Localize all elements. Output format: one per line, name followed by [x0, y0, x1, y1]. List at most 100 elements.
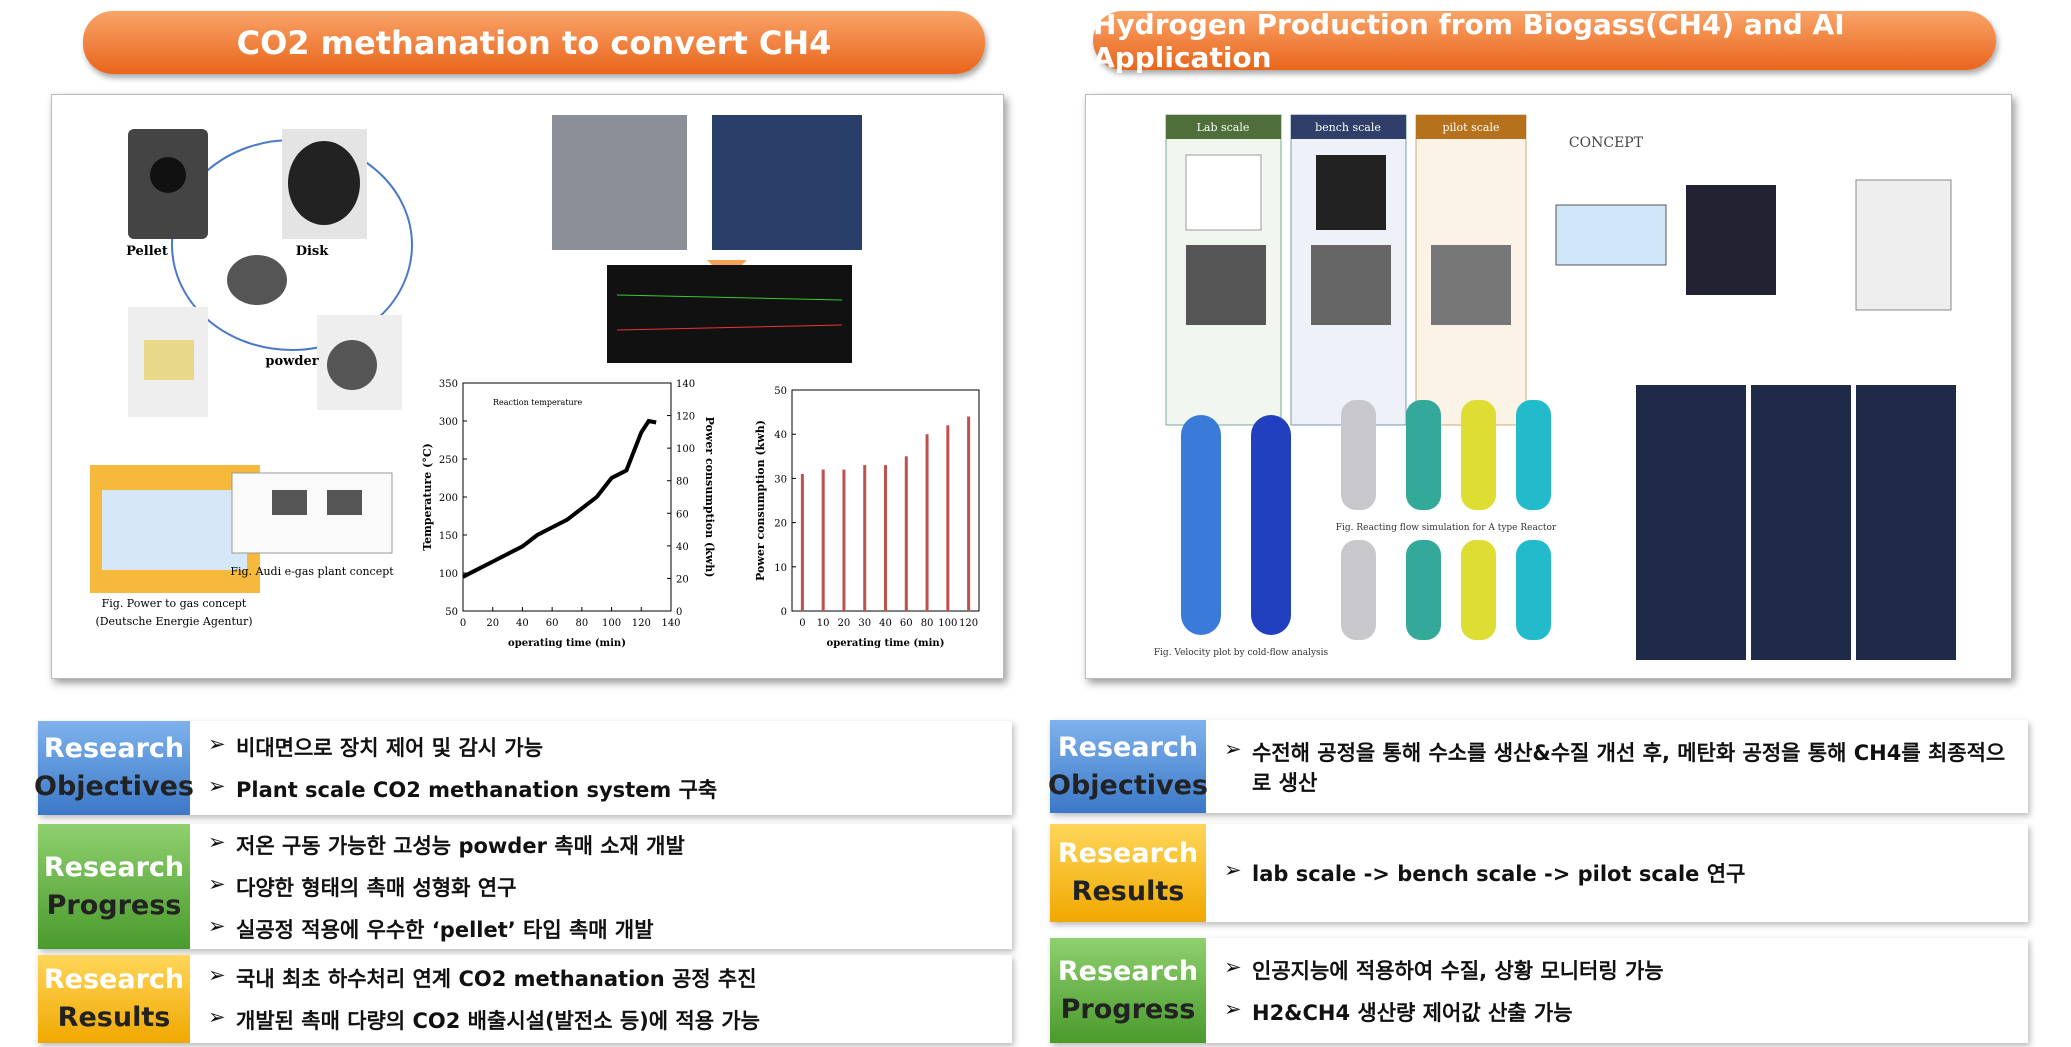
bullet-item: 다양한 형태의 촉매 성형화 연구 [208, 866, 994, 908]
research-row: Research Objectives 수전해 공정을 통해 수소를 생산&수질 개… [1048, 720, 2028, 813]
left-title: CO2 methanation to convert CH4 [83, 11, 985, 74]
y-tick-label: 250 [439, 455, 458, 466]
bullet-item: 인공지능에 적용하여 수질, 상황 모니터링 가능 [1224, 949, 2010, 991]
left-figure: Pellet Disk powder Fig. Power to gas concep… [90, 115, 980, 649]
x-tick-label: 80 [575, 618, 588, 629]
bar [904, 456, 908, 611]
bullet-item: 실공정 적용에 우수한 ‘pellet’ 타입 촉매 개발 [208, 908, 994, 950]
x-axis-label: operating time (min) [827, 638, 945, 649]
y2-tick-label: 100 [676, 444, 695, 455]
x-tick-label: 60 [546, 618, 559, 629]
figure-label: pilot scale [1442, 121, 1499, 134]
x-tick-label: 20 [486, 618, 499, 629]
figure-label: 예측 [1791, 365, 1811, 378]
x-tick-label: 0 [799, 618, 805, 629]
row-label-2: Progress [46, 889, 182, 921]
left-figure-panel: Pellet Disk powder Fig. Power to gas concep… [51, 94, 1004, 679]
y2-tick-label: 140 [676, 379, 695, 390]
row-label-2: Results [57, 1002, 171, 1033]
x-tick-label: 100 [602, 618, 621, 629]
row-label-2: Objectives [34, 771, 194, 802]
research-row: ResearchObjectives비대면으로 장치 제어 및 감시 가능Pla… [34, 721, 1012, 815]
right-figure: Lab scale bench scale pilot scale CONCEPT 모니… [1154, 114, 1956, 660]
y2-tick-label: 80 [676, 477, 689, 488]
figure-label: Fig. Audi e-gas plant concept [230, 565, 394, 578]
bar [863, 465, 867, 611]
x-tick-label: 30 [858, 618, 871, 629]
row-label-1: Research [1057, 955, 1199, 987]
bullet-item: 국내 최초 하수처리 연계 CO2 methanation 공정 추진 [208, 957, 994, 999]
bullet-item: H2&CH4 생산량 제어값 산출 가능 [1224, 991, 2010, 1033]
bar [967, 416, 971, 611]
y-axis-label: Temperature (°C) [421, 443, 434, 551]
row-label-1: Research [43, 964, 185, 995]
plot-frame [462, 382, 672, 612]
y-tick-label: 300 [439, 417, 458, 428]
bullet-item: 비대면으로 장치 제어 및 감시 가능 [208, 726, 994, 768]
row-label-1: Research [1057, 838, 1199, 869]
x-axis-label: operating time (min) [508, 638, 626, 649]
y2-tick-label: 20 [676, 574, 689, 585]
y2-tick-label: 40 [676, 542, 689, 553]
y2-axis-label: Power consumption (kwh) [703, 417, 716, 578]
x-tick-label: 0 [460, 618, 466, 629]
bar [884, 465, 887, 611]
bullet-item: lab scale -> bench scale -> pilot scale … [1224, 852, 2010, 894]
row-label: Research Objectives [1048, 720, 1208, 813]
row-label: Research Progress [38, 824, 190, 949]
y-tick-label: 150 [439, 531, 458, 542]
y2-tick-label: 0 [676, 607, 682, 618]
x-tick-label: 40 [516, 618, 529, 629]
x-tick-label: 100 [938, 618, 957, 629]
research-row: Research Progress 인공지능에 적용하여 수질, 상황 모니터링 가… [1050, 938, 2028, 1043]
bar [946, 425, 950, 611]
row-label: Research Results [38, 955, 190, 1043]
row-label-1: Research [43, 733, 185, 764]
row-label: Research Progress [1050, 938, 1206, 1043]
y-tick-label: 10 [774, 563, 787, 574]
row-items: lab scale -> bench scale -> pilot scale … [1206, 824, 2028, 922]
y-axis-label: Power consumption (kwh) [754, 420, 767, 581]
x-tick-label: 140 [661, 618, 680, 629]
figure-label: 모니터링 [1664, 365, 1704, 378]
research-row: Research Results 국내 최초 하수처리 연계 CO2 methana… [38, 955, 1012, 1043]
y-tick-label: 200 [439, 493, 458, 504]
x-tick-label: 20 [838, 618, 851, 629]
bullet-item: 저온 구동 가능한 고성능 powder 촉매 소재 개발 [208, 824, 994, 866]
x-tick-label: 120 [959, 618, 978, 629]
legend-title: Reaction temperature [493, 398, 582, 407]
figure-label: powder [265, 354, 318, 369]
bar [925, 434, 929, 611]
y-tick-label: 100 [439, 569, 458, 580]
y-tick-label: 20 [774, 519, 787, 530]
row-items: 국내 최초 하수처리 연계 CO2 methanation 공정 추진개발된 촉… [190, 955, 1012, 1043]
x-tick-label: 40 [879, 618, 892, 629]
x-tick-label: 120 [632, 618, 651, 629]
y2-tick-label: 60 [676, 509, 689, 520]
x-tick-label: 10 [817, 618, 830, 629]
figure-label: Fig. Reacting flow simulation for A type… [1336, 523, 1557, 533]
bar [821, 469, 825, 611]
row-label-2: Progress [1060, 993, 1196, 1025]
row-label: Research Objectives [34, 721, 194, 815]
figure-label: Lab scale [1197, 121, 1250, 134]
bullet-item: 개발된 촉매 다량의 CO2 배출시설(발전소 등)에 적용 가능 [208, 999, 994, 1041]
y-tick-label: 40 [774, 430, 787, 441]
y-tick-label: 30 [774, 474, 787, 485]
x-tick-label: 60 [900, 618, 913, 629]
row-label-1: Research [1057, 731, 1199, 763]
line-series [462, 418, 657, 579]
y-tick-label: 0 [781, 607, 787, 618]
row-label-2: Results [1071, 876, 1185, 907]
figure-label: bench scale [1315, 121, 1381, 134]
figure-label: Disk [296, 244, 330, 259]
x-tick-label: 80 [921, 618, 934, 629]
bullet-item: 수전해 공정을 통해 수소를 생산&수질 개선 후, 메탄화 공정을 통해 CH… [1224, 731, 2010, 803]
y-tick-label: 50 [445, 607, 458, 618]
row-label: Research Results [1050, 824, 1206, 922]
row-items: 저온 구동 가능한 고성능 powder 촉매 소재 개발다양한 형태의 촉매 … [190, 824, 1012, 949]
y-tick-label: 50 [774, 386, 787, 397]
figure-label: Fig. Velocity plot by cold-flow analysis [1154, 648, 1329, 658]
figure-label: 제어 [1896, 365, 1916, 378]
